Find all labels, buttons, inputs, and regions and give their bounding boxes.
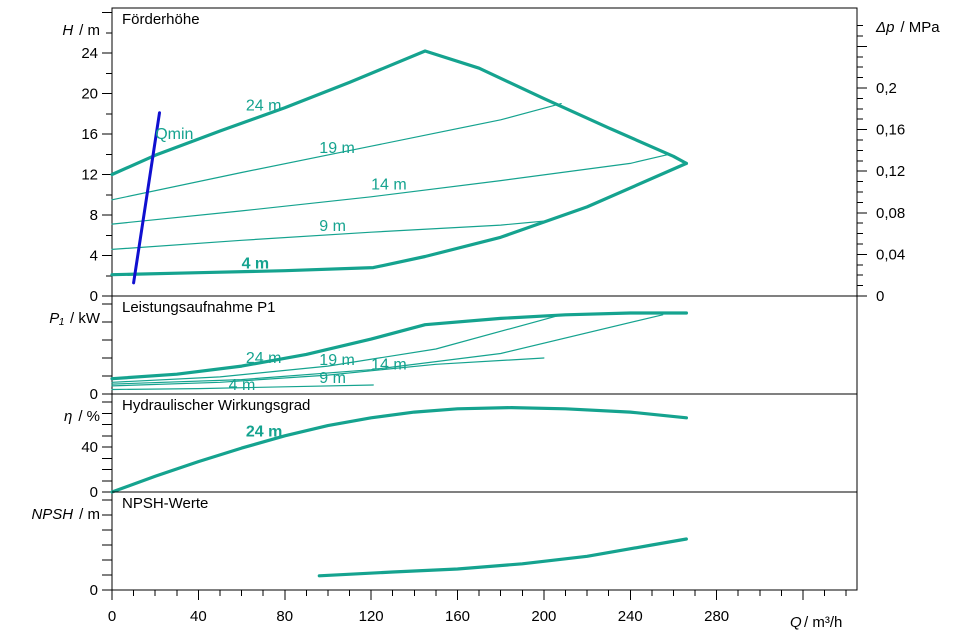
y-tick-label: 40 [81, 439, 98, 456]
curve-label: 14 m [371, 356, 407, 373]
curve-label: 24 m [246, 423, 282, 440]
x-tick-label: 0 [108, 608, 116, 625]
x-axis-variable: Q [790, 614, 802, 631]
right-axis-variable: Δp [875, 19, 894, 36]
series-line-4m [111, 384, 374, 391]
right-tick-label: 0,08 [876, 205, 905, 222]
series-line-24m [110, 49, 689, 177]
y-axis-ticks [102, 499, 112, 591]
y-axis-label: η / % [64, 408, 100, 425]
right-tick-label: 0 [876, 288, 884, 305]
y-axis-variable: η [64, 408, 72, 425]
y-axis-variable: H [62, 22, 73, 39]
y-axis-ticks [102, 12, 112, 297]
series-line-24m [110, 311, 689, 381]
right-tick-label: 0,16 [876, 122, 905, 139]
x-axis-unit: / m³/h [804, 614, 842, 631]
right-axis-label: Δp / MPa [875, 19, 940, 36]
series-line-9m [111, 357, 545, 387]
chart-panels: Förderhöhe H / m 0 4 8 12 16 20 24 0 0,04 0,08 0,12 0,… [31, 7, 940, 599]
x-tick-label: 80 [276, 608, 293, 625]
x-tick-label: 200 [531, 608, 556, 625]
x-axis: 0 40 80 120 160 200 240 280 Q / m³/h [108, 590, 847, 631]
series-line-14m [111, 314, 664, 385]
right-tick-label: 0,2 [876, 80, 897, 97]
y-tick-label: 12 [81, 167, 98, 184]
curve-label: 19 m [319, 140, 355, 157]
series-line-19m [111, 102, 562, 201]
curve-label: 24 m [246, 98, 282, 115]
x-tick-label: 240 [618, 608, 643, 625]
y-axis-variable: P₁ [49, 310, 64, 327]
panel-1: Förderhöhe H / m 0 4 8 12 16 20 24 0 0,04 0,08 0,12 0,… [62, 11, 940, 305]
right-axis: 0 0,04 0,08 0,12 0,16 0,2 Δp / MPa [857, 19, 940, 305]
y-tick-label: 16 [81, 126, 98, 143]
y-axis-ticks [102, 401, 112, 493]
curve-label: 9 m [319, 370, 346, 387]
y-axis-unit: / % [78, 408, 100, 425]
curve-label: 9 m [319, 218, 346, 235]
y-tick-label: 24 [81, 45, 98, 62]
right-axis-unit: / MPa [900, 19, 940, 36]
curve-label: 19 m [319, 352, 355, 369]
y-tick-label: 0 [90, 288, 98, 305]
y-axis-label: NPSH / m [31, 506, 100, 523]
series-line-4m [110, 161, 689, 277]
series-line-9m [111, 220, 545, 250]
y-axis-unit: / m [79, 506, 100, 523]
panel-2: Leistungsaufnahme P1 P₁ / kW 0 [49, 295, 857, 403]
series-line-npsh [317, 537, 689, 578]
series-line-24m [110, 406, 689, 494]
y-axis-unit: / kW [70, 310, 101, 327]
curve-label: 4 m [242, 256, 270, 273]
y-tick-label: 0 [90, 386, 98, 403]
qmin-line [132, 111, 162, 285]
right-tick-label: 0,04 [876, 246, 905, 263]
panel-4: NPSH-Werte NPSH / m 0 [31, 491, 857, 599]
y-axis-ticks [102, 303, 112, 395]
y-axis-label: H / m [62, 22, 100, 39]
x-tick-label: 40 [190, 608, 207, 625]
y-axis-unit: / m [79, 22, 100, 39]
curve-label: 4 m [229, 377, 256, 394]
x-tick-label: 280 [704, 608, 729, 625]
y-tick-label: 8 [90, 207, 98, 224]
curve-label: 14 m [371, 177, 407, 194]
panel-title: NPSH-Werte [122, 495, 208, 512]
series-line-14m [111, 153, 670, 225]
right-tick-label: 0,12 [876, 163, 905, 180]
y-tick-label: 20 [81, 86, 98, 103]
x-tick-label: 120 [359, 608, 384, 625]
y-axis-variable: NPSH [31, 506, 73, 523]
series-line-19m [111, 314, 562, 383]
panel-title: Leistungsaufnahme P1 [122, 299, 275, 316]
curve-label: 24 m [246, 350, 282, 367]
panel-title: Hydraulischer Wirkungsgrad [122, 397, 310, 414]
y-tick-label: 0 [90, 484, 98, 501]
panel-3: Hydraulischer Wirkungsgrad η / % 0 40 [64, 393, 857, 501]
y-tick-label: 4 [90, 248, 98, 265]
plot-frame [111, 7, 858, 591]
curve-label: Qmin [155, 126, 193, 143]
y-axis-label: P₁ / kW [49, 310, 101, 327]
y-tick-label: 0 [90, 582, 98, 599]
x-tick-label: 160 [445, 608, 470, 625]
x-axis-ticks: 0 40 80 120 160 200 240 280 [108, 590, 847, 625]
panel-title: Förderhöhe [122, 11, 200, 28]
